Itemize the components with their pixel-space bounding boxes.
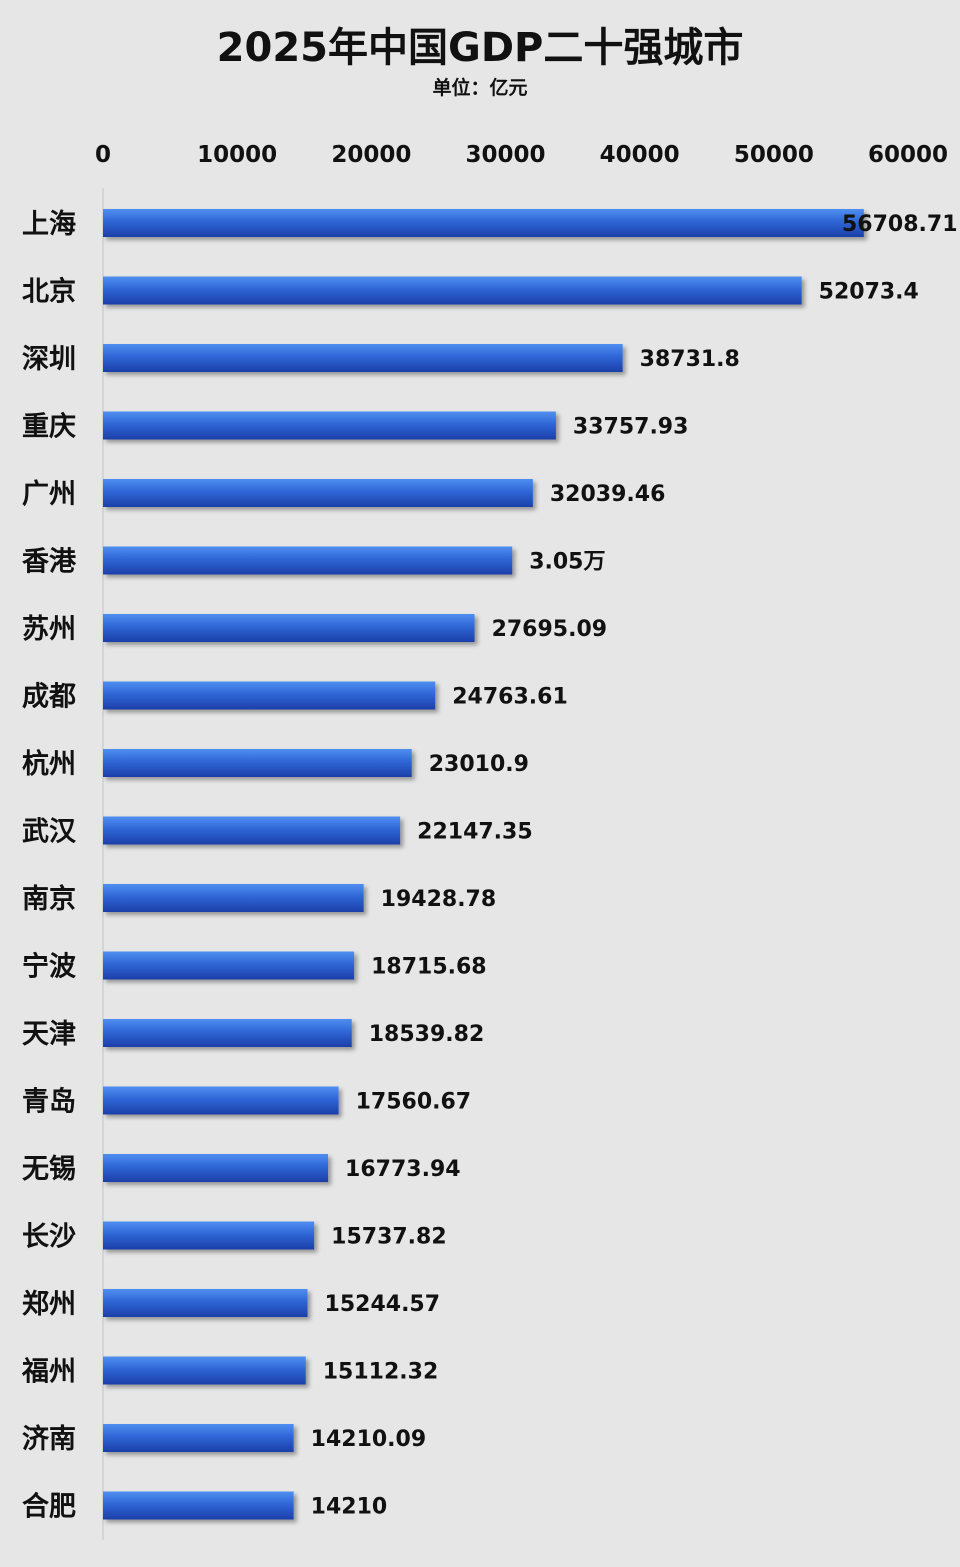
bar [103, 344, 623, 372]
value-label: 56708.71 [842, 212, 958, 237]
bar [103, 1424, 294, 1452]
category-label: 无锡 [22, 1154, 76, 1185]
category-label: 北京 [22, 276, 76, 308]
value-label: 38731.8 [640, 347, 740, 372]
x-tick-label: 30000 [465, 142, 545, 168]
value-label: 15112.32 [323, 1360, 439, 1385]
category-label: 重庆 [22, 411, 76, 443]
category-label: 上海 [22, 209, 76, 240]
x-tick-label: 20000 [331, 142, 411, 168]
category-label: 南京 [22, 883, 76, 915]
bar [103, 1289, 308, 1317]
bar [103, 1491, 294, 1520]
bar [103, 209, 864, 237]
category-label: 青岛 [22, 1086, 76, 1118]
category-label: 武汉 [22, 817, 77, 848]
category-label: 济南 [22, 1424, 76, 1455]
bar [103, 816, 401, 845]
value-label: 18539.82 [369, 1022, 485, 1047]
chart-title: 2025年中国GDP二十强城市 [216, 25, 744, 71]
category-label: 广州 [22, 479, 76, 510]
bar [103, 681, 436, 710]
value-label: 52073.4 [819, 280, 919, 305]
value-label: 18715.68 [371, 955, 487, 980]
category-label: 深圳 [22, 344, 76, 375]
x-tick-label: 0 [95, 142, 111, 168]
bar [103, 411, 556, 440]
labels-layer: 上海 56708.71 北京 52073.4 深圳 38731.8 重庆 33757.93 广州… [21, 209, 958, 1523]
value-label: 17560.67 [356, 1090, 472, 1115]
bar [103, 1221, 315, 1250]
value-label: 22147.35 [417, 820, 533, 845]
value-label: 15244.57 [325, 1292, 441, 1317]
bar [103, 1154, 329, 1182]
bar [103, 884, 364, 912]
x-tick-label: 10000 [197, 142, 277, 168]
bar [103, 1086, 339, 1115]
value-label: 19428.78 [381, 887, 497, 912]
value-label: 32039.46 [550, 482, 666, 507]
category-label: 天津 [22, 1019, 76, 1050]
x-tick-label: 60000 [868, 142, 948, 168]
x-tick-label: 50000 [734, 142, 814, 168]
bar [103, 546, 513, 575]
bar [103, 1019, 352, 1047]
bars-layer [103, 209, 864, 1520]
x-tick-label: 40000 [600, 142, 680, 168]
bar [103, 951, 355, 980]
value-label: 27695.09 [492, 617, 608, 642]
bar [103, 276, 802, 305]
chart-subtitle: 单位：亿元 [432, 77, 528, 99]
value-label: 14210.09 [311, 1427, 427, 1452]
category-label: 郑州 [22, 1289, 76, 1320]
value-label: 24763.61 [452, 685, 568, 710]
value-label: 14210 [311, 1495, 388, 1520]
value-label: 16773.94 [345, 1157, 461, 1182]
bar [103, 614, 475, 642]
bar [103, 749, 412, 777]
category-label: 合肥 [22, 1491, 76, 1523]
category-label: 宁波 [22, 951, 77, 983]
value-label: 15737.82 [331, 1225, 447, 1250]
category-label: 成都 [22, 682, 76, 713]
value-label: 33757.93 [573, 415, 689, 440]
category-label: 福州 [21, 1357, 76, 1388]
bar [103, 479, 533, 507]
category-label: 香港 [22, 547, 77, 578]
value-label: 3.05万 [529, 550, 605, 575]
value-label: 23010.9 [429, 752, 529, 777]
category-label: 杭州 [22, 748, 76, 780]
category-label: 苏州 [22, 614, 76, 645]
bar [103, 1356, 306, 1385]
category-label: 长沙 [22, 1222, 76, 1253]
